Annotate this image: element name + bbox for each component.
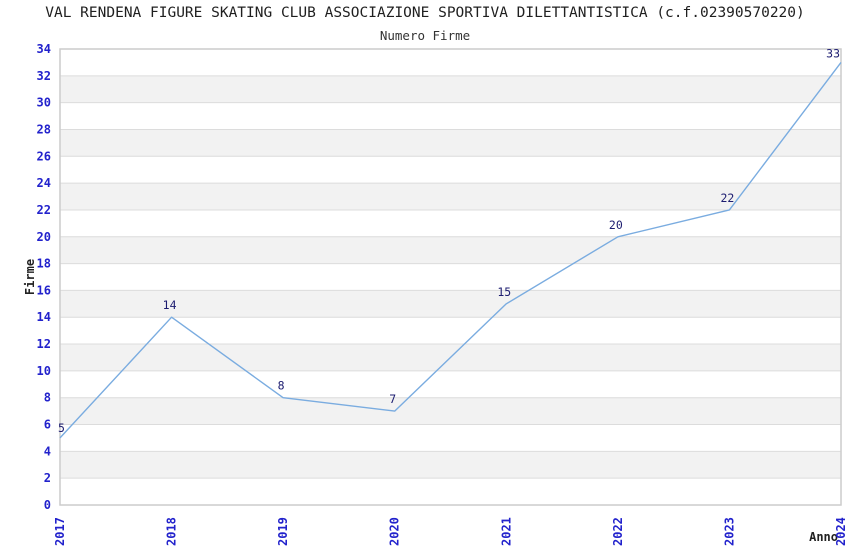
y-tick-label: 12 <box>37 337 51 351</box>
x-tick-label: 2020 <box>388 517 402 546</box>
y-tick-label: 10 <box>37 364 51 378</box>
y-tick-label: 4 <box>44 444 51 458</box>
x-tick-label: 2023 <box>722 517 736 546</box>
x-tick-label: 2021 <box>499 517 513 546</box>
plot-band <box>60 129 841 157</box>
plot-band <box>60 183 841 210</box>
x-tick-label: 2017 <box>53 517 67 546</box>
plot-band <box>60 236 841 264</box>
y-tick-label: 8 <box>44 391 51 405</box>
data-point-label: 15 <box>497 285 511 299</box>
y-tick-label: 26 <box>37 149 51 163</box>
plot-band <box>60 451 841 479</box>
y-tick-label: 14 <box>37 310 51 324</box>
y-tick-label: 22 <box>37 203 51 217</box>
x-tick-label: 2019 <box>276 517 290 546</box>
y-tick-label: 34 <box>37 42 51 56</box>
plot-band <box>60 290 841 318</box>
y-tick-label: 32 <box>37 69 51 83</box>
data-point-label: 8 <box>278 379 285 393</box>
y-tick-label: 0 <box>44 498 51 512</box>
chart-title: VAL RENDENA FIGURE SKATING CLUB ASSOCIAZ… <box>45 5 805 21</box>
y-tick-label: 6 <box>44 418 51 432</box>
data-point-label: 7 <box>389 392 396 406</box>
data-point-label: 20 <box>609 218 623 232</box>
x-axis-title: Anno <box>809 530 838 544</box>
y-tick-label: 30 <box>37 96 51 110</box>
data-point-label: 5 <box>58 421 65 435</box>
data-point-label: 14 <box>163 298 177 312</box>
data-point-label: 22 <box>720 191 734 205</box>
plot-band <box>60 397 841 425</box>
plot-band <box>60 75 841 103</box>
data-point-label: 33 <box>826 46 840 60</box>
x-tick-label: 2022 <box>611 517 625 546</box>
chart-subtitle: Numero Firme <box>379 28 471 43</box>
y-tick-label: 24 <box>37 176 51 190</box>
series-line <box>59 61 842 439</box>
x-tick-label: 2018 <box>165 517 179 546</box>
x-tick-label: 2024 <box>834 517 848 546</box>
y-tick-label: 16 <box>37 283 51 297</box>
y-tick-label: 18 <box>37 257 51 271</box>
y-tick-label: 20 <box>37 230 51 244</box>
y-tick-label: 2 <box>44 471 51 485</box>
y-tick-label: 28 <box>37 122 51 136</box>
plot-border <box>59 48 842 506</box>
